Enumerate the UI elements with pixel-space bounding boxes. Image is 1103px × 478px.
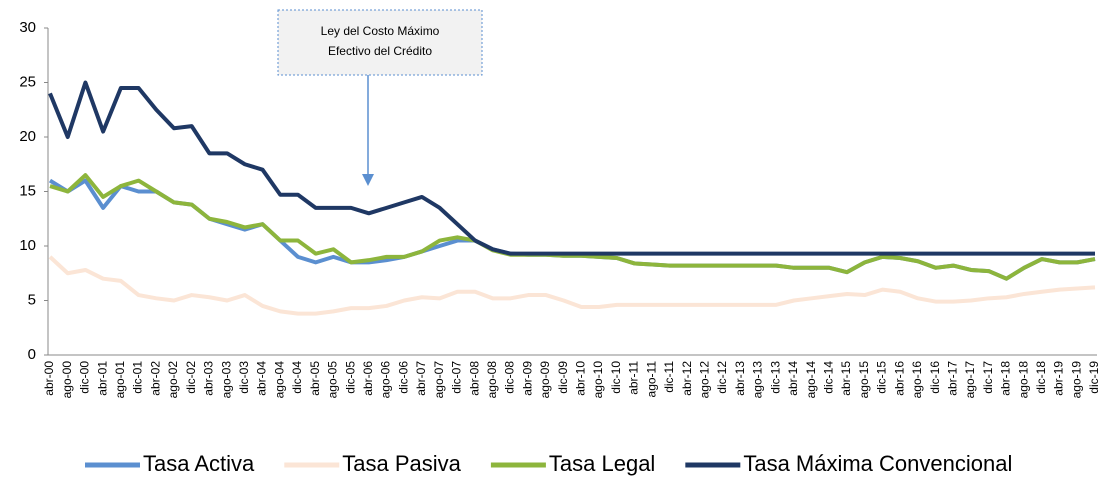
x-tick-label: dic-06 xyxy=(396,361,410,394)
x-tick-label: abr-00 xyxy=(42,361,56,396)
x-tick-label: dic-19 xyxy=(1087,361,1101,394)
x-tick-label: ago-15 xyxy=(857,361,871,399)
x-tick-label: dic-01 xyxy=(131,361,145,394)
x-tick-label: abr-15 xyxy=(839,361,853,396)
x-tick-label: abr-13 xyxy=(733,361,747,396)
x-tick-label: ago-06 xyxy=(379,361,393,399)
x-tick-label: abr-04 xyxy=(255,361,269,396)
x-tick-label: abr-02 xyxy=(148,361,162,396)
x-tick-label: ago-16 xyxy=(910,361,924,399)
legend-label: Tasa Pasiva xyxy=(342,451,461,476)
x-tick-label: dic-14 xyxy=(821,361,835,394)
annotation-box xyxy=(277,9,483,76)
x-tick-label: ago-13 xyxy=(751,361,765,399)
x-tick-label: ago-08 xyxy=(485,361,499,399)
x-tick-label: ago-19 xyxy=(1069,361,1083,399)
series-line xyxy=(48,255,1096,316)
x-tick-label: ago-07 xyxy=(432,361,446,399)
x-tick-label: ago-04 xyxy=(272,361,286,399)
x-tick-label: dic-17 xyxy=(981,361,995,394)
x-tick-label: dic-10 xyxy=(609,361,623,394)
annotation-line: Efectivo del Crédito xyxy=(328,44,432,58)
x-tick-label: abr-06 xyxy=(361,361,375,396)
x-tick-label: dic-09 xyxy=(556,361,570,394)
x-tick-label: dic-08 xyxy=(503,361,517,394)
x-tick-label: dic-11 xyxy=(662,361,676,393)
x-tick-label: ago-03 xyxy=(219,361,233,399)
x-tick-label: ago-01 xyxy=(113,361,127,399)
x-tick-label: dic-05 xyxy=(343,361,357,394)
x-tick-label: abr-03 xyxy=(202,361,216,396)
x-tick-label: ago-12 xyxy=(698,361,712,399)
x-tick-label: dic-07 xyxy=(450,361,464,394)
x-tick-label: dic-16 xyxy=(928,361,942,394)
x-tick-label: abr-08 xyxy=(467,361,481,396)
x-tick-label: abr-10 xyxy=(574,361,588,396)
y-tick-label: 20 xyxy=(19,128,36,145)
y-tick-label: 5 xyxy=(28,291,36,308)
y-tick-label: 0 xyxy=(28,346,36,363)
x-tick-label: abr-05 xyxy=(308,361,322,396)
x-tick-label: ago-09 xyxy=(538,361,552,399)
annotation-line: Ley del Costo Máximo xyxy=(321,24,440,38)
legend-label: Tasa Máxima Convencional xyxy=(743,451,1012,476)
y-tick-label: 15 xyxy=(19,182,36,199)
x-tick-label: abr-07 xyxy=(414,361,428,396)
x-tick-label: dic-03 xyxy=(237,361,251,394)
x-tick-label: dic-13 xyxy=(768,361,782,394)
series-line xyxy=(49,173,1096,281)
x-tick-label: abr-18 xyxy=(999,361,1013,396)
x-tick-label: ago-11 xyxy=(644,361,658,398)
x-tick-label: abr-11 xyxy=(627,361,641,395)
x-tick-label: ago-02 xyxy=(166,361,180,399)
x-tick-label: dic-02 xyxy=(184,361,198,394)
annotation-arrowhead xyxy=(362,174,374,186)
x-tick-label: abr-17 xyxy=(945,361,959,396)
y-tick-label: 30 xyxy=(19,19,36,36)
x-tick-label: abr-16 xyxy=(892,361,906,396)
x-tick-label: ago-14 xyxy=(804,361,818,399)
legend-label: Tasa Legal xyxy=(549,451,655,476)
x-tick-label: ago-05 xyxy=(326,361,340,399)
x-tick-label: ago-17 xyxy=(963,361,977,399)
series-line xyxy=(48,178,1096,281)
x-tick-label: abr-19 xyxy=(1052,361,1066,396)
x-tick-label: dic-15 xyxy=(875,361,889,394)
x-tick-label: abr-12 xyxy=(680,361,694,396)
x-tick-label: ago-00 xyxy=(60,361,74,399)
y-tick-label: 10 xyxy=(19,237,36,254)
legend-label: Tasa Activa xyxy=(143,451,255,476)
x-tick-label: abr-01 xyxy=(95,361,109,396)
x-tick-label: ago-18 xyxy=(1016,361,1030,399)
x-tick-label: dic-04 xyxy=(290,361,304,394)
x-tick-label: abr-09 xyxy=(520,361,534,396)
y-tick-label: 25 xyxy=(19,73,36,90)
x-tick-label: dic-00 xyxy=(78,361,92,394)
x-tick-label: dic-18 xyxy=(1034,361,1048,394)
series-line xyxy=(48,80,1095,256)
x-tick-label: ago-10 xyxy=(591,361,605,399)
x-tick-label: abr-14 xyxy=(786,361,800,396)
x-tick-label: dic-12 xyxy=(715,361,729,394)
